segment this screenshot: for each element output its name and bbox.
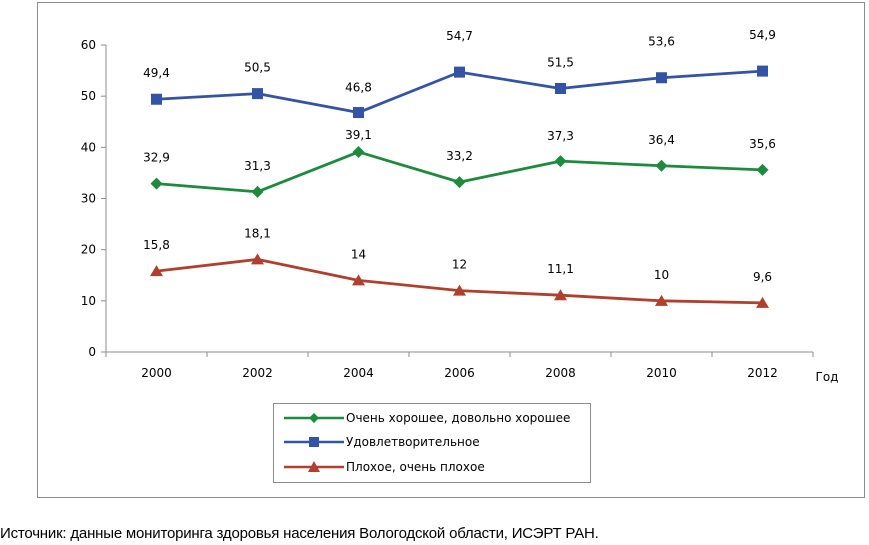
data-label: 50,5 <box>244 61 271 75</box>
data-point <box>251 253 264 265</box>
data-label: 54,9 <box>749 28 776 42</box>
legend-item-good: Очень хорошее, довольно хорошее <box>274 409 590 427</box>
data-point <box>453 284 466 296</box>
data-point <box>151 93 162 105</box>
data-point <box>454 66 465 78</box>
data-label: 31,3 <box>244 159 271 173</box>
data-label: 14 <box>351 247 366 261</box>
legend-label-bad: Плохое, очень плохое <box>346 460 485 474</box>
data-point <box>756 163 769 176</box>
data-label: 37,3 <box>547 129 574 143</box>
data-point <box>757 65 768 77</box>
x-tick-label: 2002 <box>242 366 273 380</box>
x-tick-label: 2006 <box>444 366 475 380</box>
data-point <box>656 72 667 84</box>
data-point <box>555 82 566 94</box>
legend-item-satisfactory: Удовлетворительное <box>274 433 590 451</box>
data-label: 18,1 <box>244 226 271 240</box>
y-tick-label: 60 <box>81 38 96 52</box>
x-tick-label: 2000 <box>141 366 172 380</box>
data-label: 39,1 <box>345 128 372 142</box>
chart-area <box>37 2 865 498</box>
x-tick-label: 2008 <box>545 366 576 380</box>
triangle-marker-icon <box>284 461 344 472</box>
data-point <box>353 107 364 119</box>
y-tick-label: 20 <box>81 243 96 257</box>
x-tick-label: 2012 <box>747 366 778 380</box>
data-label: 11,1 <box>547 262 574 276</box>
legend-label-satisfactory: Удовлетворительное <box>346 435 480 449</box>
data-point <box>150 265 163 277</box>
data-label: 54,7 <box>446 29 473 43</box>
data-label: 49,4 <box>143 66 170 80</box>
data-point <box>756 296 769 308</box>
data-point <box>252 88 263 100</box>
data-point <box>554 155 567 168</box>
data-point <box>655 159 668 172</box>
data-label: 32,9 <box>143 151 170 165</box>
data-label: 46,8 <box>345 81 372 95</box>
y-tick-label: 10 <box>81 294 96 308</box>
y-tick-label: 40 <box>81 140 96 154</box>
data-label: 53,6 <box>648 35 675 49</box>
data-label: 9,6 <box>753 270 772 284</box>
legend-item-bad: Плохое, очень плохое <box>274 458 590 476</box>
data-point <box>352 274 365 286</box>
y-tick-label: 0 <box>88 345 96 359</box>
x-tick-label: 2004 <box>343 366 374 380</box>
diamond-marker-icon <box>284 413 344 423</box>
data-point <box>352 145 365 158</box>
data-point <box>554 289 567 301</box>
data-point <box>655 294 668 306</box>
data-label: 12 <box>452 258 467 272</box>
data-point <box>251 185 264 198</box>
data-label: 33,2 <box>446 149 473 163</box>
data-label: 51,5 <box>547 55 574 69</box>
data-label: 15,8 <box>143 238 170 252</box>
data-label: 10 <box>654 268 669 282</box>
legend: Очень хорошее, довольно хорошее Удовлетв… <box>273 403 591 483</box>
y-tick-label: 30 <box>81 192 96 206</box>
data-point <box>453 176 466 189</box>
data-point <box>150 177 163 190</box>
x-axis-label: Год <box>816 370 839 384</box>
square-marker-icon <box>284 437 344 447</box>
y-tick-label: 50 <box>81 89 96 103</box>
legend-label-good: Очень хорошее, довольно хорошее <box>346 411 571 425</box>
x-tick-label: 2010 <box>646 366 677 380</box>
data-label: 36,4 <box>648 133 675 147</box>
data-label: 35,6 <box>749 137 776 151</box>
source-note: Источник: данные мониторинга здоровья на… <box>0 525 599 542</box>
